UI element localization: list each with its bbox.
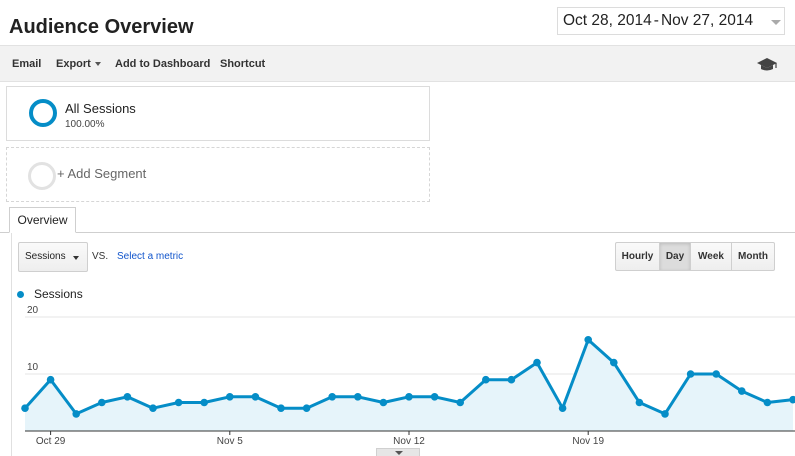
legend-label: Sessions [34,287,83,301]
x-tick-label: Oct 29 [36,436,66,447]
y-tick-label: 10 [27,362,39,373]
data-point [226,393,234,401]
granularity-month-button[interactable]: Month [738,251,768,262]
data-point [507,375,516,384]
data-point [149,404,157,412]
export-label: Export [56,58,91,70]
data-point [533,358,541,367]
data-point [379,398,388,407]
chevron-down-icon[interactable] [771,20,781,25]
report-toolbar: Email Export Add to Dashboard Shortcut [0,45,795,82]
y-tick-label: 20 [27,305,39,316]
data-point [763,398,772,407]
vs-label: VS. [92,251,109,262]
data-point [661,410,669,418]
data-point [302,404,311,412]
email-button[interactable]: Email [12,58,42,70]
data-point [72,410,80,418]
segment-all-sessions[interactable]: All Sessions 100.00% [6,86,430,141]
data-point [123,393,132,401]
data-point [456,398,465,407]
data-point [610,358,618,367]
date-end: Nov 27, 2014 [660,12,754,29]
x-tick-label: Nov 5 [217,436,244,447]
date-start: Oct 28, 2014 [563,12,652,29]
data-point [251,393,260,401]
data-point [277,404,285,412]
data-point [789,395,795,404]
segment-name: All Sessions [65,101,136,116]
data-point [738,387,746,395]
chart-expand-handle[interactable] [376,448,420,456]
shortcut-button[interactable]: Shortcut [220,58,266,70]
data-point [174,398,183,407]
x-tick-label: Nov 19 [572,436,604,447]
segment-ring-icon [29,99,57,127]
caret-down-icon [73,256,79,260]
add-segment-button[interactable]: + Add Segment [6,147,430,202]
caret-down-icon [94,62,101,67]
data-point [430,393,439,401]
tab-divider [0,232,795,233]
add-to-dashboard-button[interactable]: Add to Dashboard [115,58,211,70]
segment-percent: 100.00% [65,119,105,130]
data-point [712,370,720,378]
data-point [98,398,106,407]
select-metric-link[interactable]: Select a metric [117,251,184,262]
data-point [46,375,55,384]
data-point [584,336,592,344]
date-separator: - [653,12,659,29]
data-point [21,404,29,412]
granularity-week-button[interactable]: Week [691,243,732,270]
add-segment-label: + Add Segment [57,166,147,181]
data-point [686,370,695,378]
page-title: Audience Overview [9,16,194,38]
data-point [328,393,337,401]
series-area [25,339,793,431]
metric-select-label: Sessions [25,251,66,262]
granularity-day-button[interactable]: Day [660,243,691,270]
legend-swatch [17,291,24,298]
export-button[interactable]: Export [56,58,101,70]
empty-segment-ring-icon [28,162,56,190]
data-point [405,393,413,401]
x-tick-label: Nov 12 [393,436,425,447]
date-range-picker[interactable]: Oct 28, 2014 - Nov 27, 2014 [557,7,785,35]
chart-panel [11,233,795,456]
data-point [635,398,644,407]
data-point [354,393,362,401]
graduation-cap-icon[interactable] [756,56,778,72]
granularity-hourly-button[interactable]: Hourly [616,243,660,270]
data-point [482,375,490,384]
granularity-toggle: Hourly Day Week Month [615,242,775,271]
data-point [558,404,567,412]
tab-overview[interactable]: Overview [9,207,76,233]
sessions-chart: 20 10 Oct 29 Nov 5 Nov 12 Nov 19 [21,305,795,447]
metric-select[interactable]: Sessions [18,242,88,272]
data-point [200,398,208,407]
